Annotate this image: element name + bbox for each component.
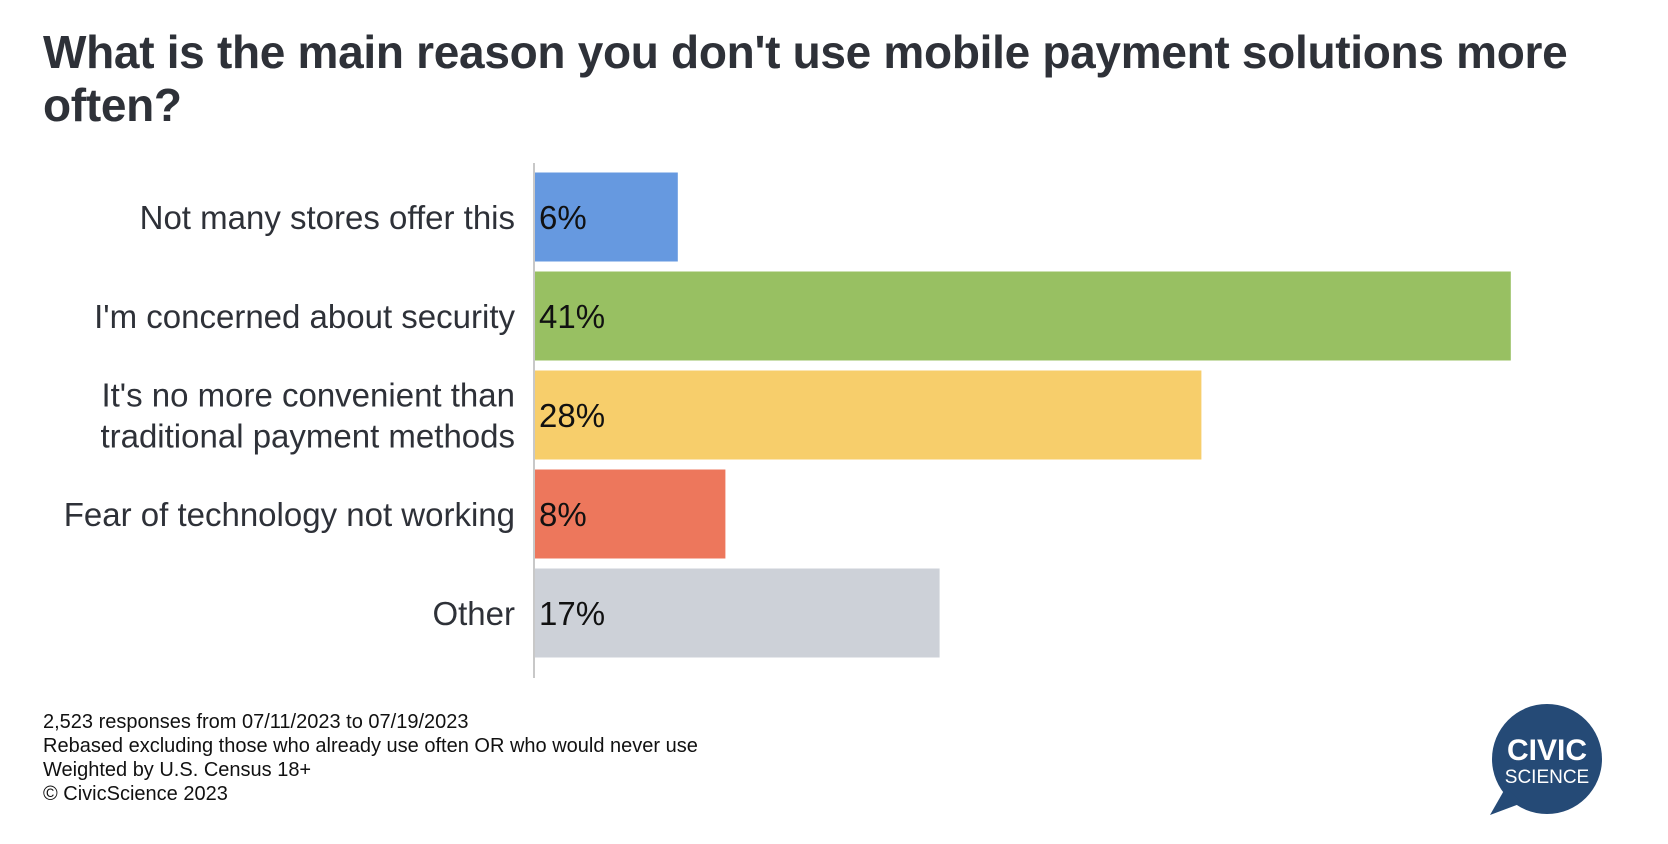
footer-rebased-note: Rebased excluding those who already use … [43, 735, 698, 757]
bar-value-label-2: 41% [539, 298, 605, 335]
category-label-2: I'm concerned about security [94, 298, 515, 335]
civicscience-logo: CIVIC SCIENCE [1490, 704, 1602, 815]
category-label-5: Other [432, 595, 515, 632]
category-label-1: Not many stores offer this [140, 199, 515, 236]
bar-3 [535, 370, 1202, 460]
bar-value-label-4: 8% [539, 496, 587, 533]
footer-weighting-note: Weighted by U.S. Census 18+ [43, 759, 312, 781]
bar-5 [535, 568, 940, 658]
footer-responses: 2,523 responses from 07/11/2023 to 07/19… [43, 711, 469, 733]
bars-group: 6% Not many stores offer this 41% I'm conce… [64, 172, 1511, 658]
bar-value-label-5: 17% [539, 595, 605, 632]
chart-footer: 2,523 responses from 07/11/2023 to 07/19… [43, 710, 698, 806]
category-label-4: Fear of technology not working [64, 496, 515, 533]
logo-text-civic: CIVIC [1507, 734, 1587, 767]
footer-copyright: © CivicScience 2023 [43, 783, 228, 805]
category-label-3: It's no more convenient than traditional … [100, 377, 515, 455]
bar-4 [535, 469, 726, 559]
bar-2 [535, 271, 1511, 361]
logo-text-science: SCIENCE [1505, 767, 1589, 788]
bar-value-label-3: 28% [539, 397, 605, 434]
chart-title: What is the main reason you don't use mo… [43, 26, 1568, 131]
bar-1 [535, 172, 678, 262]
bar-value-label-1: 6% [539, 199, 587, 236]
